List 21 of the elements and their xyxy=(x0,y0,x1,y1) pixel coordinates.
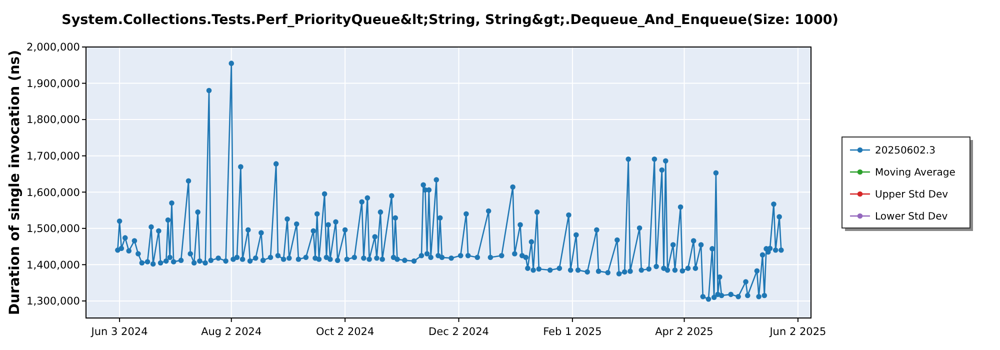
x-tick-label: Jun 3 2024 xyxy=(90,326,148,338)
x-tick-label: Dec 2 2024 xyxy=(428,326,490,338)
y-tick-label: 1,700,000 xyxy=(26,150,80,163)
legend-label: Moving Average xyxy=(875,168,956,178)
y-tick-label: 1,800,000 xyxy=(26,114,80,126)
y-tick-label: 1,400,000 xyxy=(26,259,80,272)
x-tick-label: Feb 1 2025 xyxy=(543,326,602,338)
x-tick-label: Oct 2 2024 xyxy=(316,326,374,338)
y-axis-title: Duration of single invocation (ns) xyxy=(7,50,23,316)
legend-label: Lower Std Dev xyxy=(875,212,948,222)
y-tick-label: 1,600,000 xyxy=(26,186,80,199)
chart-title: System.Collections.Tests.Perf_PriorityQueue&lt;String, String&gt;.Dequeue_And_Enqueue(Size: 1000) xyxy=(62,12,838,28)
x-tick-label: Apr 2 2025 xyxy=(655,326,714,338)
legend-label: Upper Std Dev xyxy=(875,190,948,200)
y-tick-label: 1,900,000 xyxy=(26,78,80,90)
y-tick-label: 1,500,000 xyxy=(26,223,80,236)
y-tick-label: 1,300,000 xyxy=(26,296,80,308)
legend-label: 20250602.3 xyxy=(875,146,936,156)
y-tick-label: 2,000,000 xyxy=(26,42,80,54)
x-tick-label: Aug 2 2024 xyxy=(201,326,262,338)
x-tick-label: Jun 2 2025 xyxy=(768,326,826,338)
